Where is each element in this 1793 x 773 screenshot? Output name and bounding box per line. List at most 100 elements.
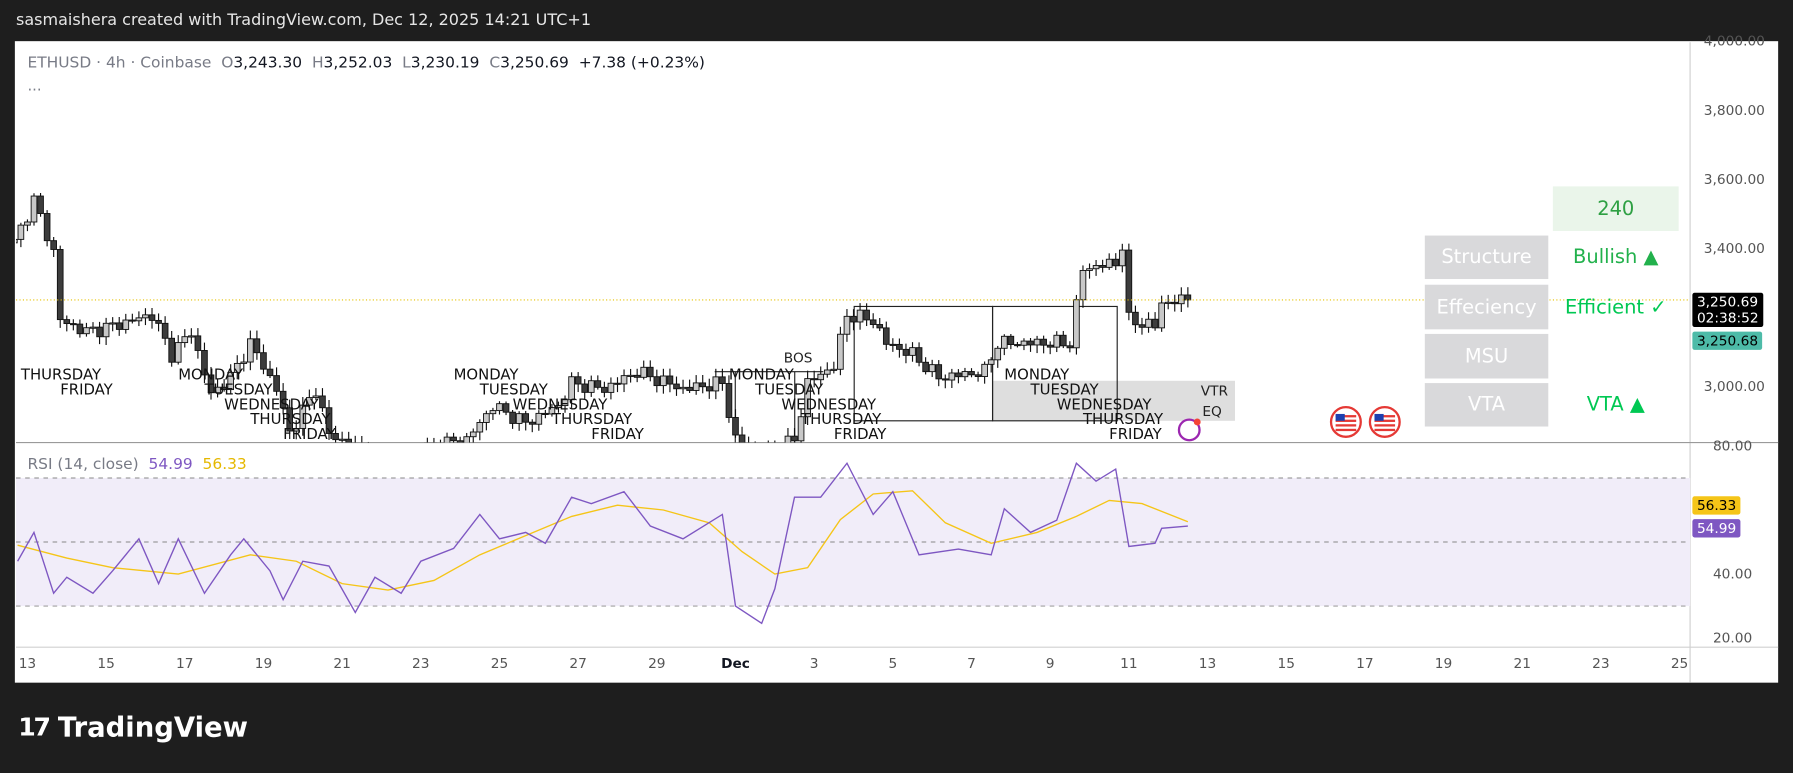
candle-bear (286, 407, 294, 432)
price-tick: 3,800.00 (1704, 103, 1765, 119)
candle-bull (109, 322, 116, 325)
candle-bull (1000, 335, 1008, 349)
time-tick: 21 (1513, 656, 1530, 672)
candle-bull (463, 436, 471, 443)
candle-bear (1151, 318, 1159, 329)
candle-bear (43, 213, 51, 242)
candle-bull (174, 342, 182, 363)
day-label: TUESDAY (203, 381, 273, 399)
open-value: 3,243.30 (233, 53, 303, 73)
price-pane: THURSDAYFRIDAYMONDAYTUESDAYWEDNESDAYTHUR… (16, 192, 1235, 457)
more-indicators-button[interactable]: ... (27, 77, 42, 95)
rsi-title[interactable]: RSI (14, close) (27, 455, 139, 474)
snapshot-caption: sasmaishera created with TradingView.com… (16, 11, 592, 30)
time-tick: 23 (1592, 656, 1609, 672)
candle-bull (122, 319, 130, 330)
candle-bull (784, 435, 792, 443)
candle-bear (253, 338, 261, 354)
day-label: WEDNESDAY (513, 395, 609, 413)
candle-bear (450, 436, 457, 442)
flag-canton (1374, 413, 1384, 421)
candle-bear (614, 382, 621, 385)
candle-bull (994, 347, 1002, 361)
candle-bear (345, 438, 353, 443)
low-value: 3,230.19 (410, 53, 480, 73)
candle-bear (791, 435, 798, 442)
high-value: 3,252.03 (323, 53, 393, 73)
close-label: C (489, 53, 501, 73)
candle-bull (1118, 249, 1126, 267)
flag-stripe (1374, 415, 1396, 418)
day-label: FRIDAY (591, 425, 644, 443)
candle-bull (830, 368, 838, 371)
price-tick: 3,400.00 (1704, 241, 1765, 257)
candle-bull (17, 224, 25, 240)
candle-bear (1059, 334, 1067, 347)
candle-bull (188, 335, 195, 338)
candle-bear (438, 444, 444, 451)
rsi-ma-line (17, 490, 1189, 591)
time-tick: 15 (1277, 656, 1294, 672)
eq-label: EQ (1202, 404, 1222, 420)
candle-bear (37, 195, 44, 214)
candle-bull (1092, 265, 1100, 270)
candle-bear (673, 383, 680, 390)
candle-bear (115, 322, 123, 330)
candle-bull (102, 322, 110, 338)
candle-bull (1145, 318, 1152, 328)
day-label: THURSDAY (800, 410, 882, 428)
candle-bear (699, 382, 707, 388)
candle-bear (863, 309, 870, 321)
prev-price-label: 3,250.68 (1692, 331, 1763, 350)
flag-stripe (1374, 428, 1396, 432)
candle-bull (679, 386, 687, 390)
candle-bull (299, 404, 307, 429)
candle-bull (587, 380, 595, 393)
candle-bear (528, 421, 536, 425)
day-label: FRIDAY (283, 425, 336, 443)
candle-bull (568, 376, 575, 401)
rsi-value: 54.99 (148, 455, 193, 474)
candle-bear (63, 319, 71, 325)
day-label: THURSDAY (249, 410, 331, 428)
time-tick: 15 (97, 656, 114, 672)
notification-dot (1193, 418, 1201, 426)
time-tick: 7 (967, 656, 976, 672)
candle-bear (738, 434, 746, 443)
candle-bull (823, 369, 831, 375)
time-tick: 13 (1199, 656, 1216, 672)
candle-bull (233, 362, 241, 373)
candle-bear (974, 374, 982, 377)
last-price: 3,250.69 (1696, 293, 1759, 310)
flag-stripe (1335, 424, 1357, 427)
panel-label-structure: Structure (1424, 235, 1549, 280)
candle-bull (214, 386, 221, 394)
flag-stripe (1335, 428, 1357, 432)
candle-bull (483, 413, 490, 423)
day-label: WEDNESDAY (781, 395, 877, 413)
candle-bear (456, 440, 464, 443)
candle-bear (922, 361, 929, 373)
candle-bull (1177, 294, 1185, 305)
time-tick: 21 (333, 656, 350, 672)
candle-bear (398, 456, 404, 457)
day-label: MONDAY (454, 366, 520, 384)
candle-bull (496, 403, 503, 412)
candle-bull (981, 363, 988, 377)
candle-bull (1158, 302, 1165, 329)
candle-bear (725, 383, 733, 418)
candle-bear (686, 386, 693, 391)
candle-bear (1171, 301, 1179, 305)
candle-bear (889, 343, 897, 346)
candle-bull (561, 399, 569, 407)
candle-bear (70, 323, 77, 326)
candle-bear (332, 433, 339, 441)
flag-canton (1335, 413, 1345, 421)
candle-bear (719, 376, 726, 384)
candle-bear (359, 443, 365, 449)
candle-bear (379, 450, 385, 457)
candle-bear (502, 403, 510, 413)
symbol-info[interactable]: ETHUSD · 4h · Coinbase (27, 53, 212, 73)
candle-bear (581, 383, 589, 393)
